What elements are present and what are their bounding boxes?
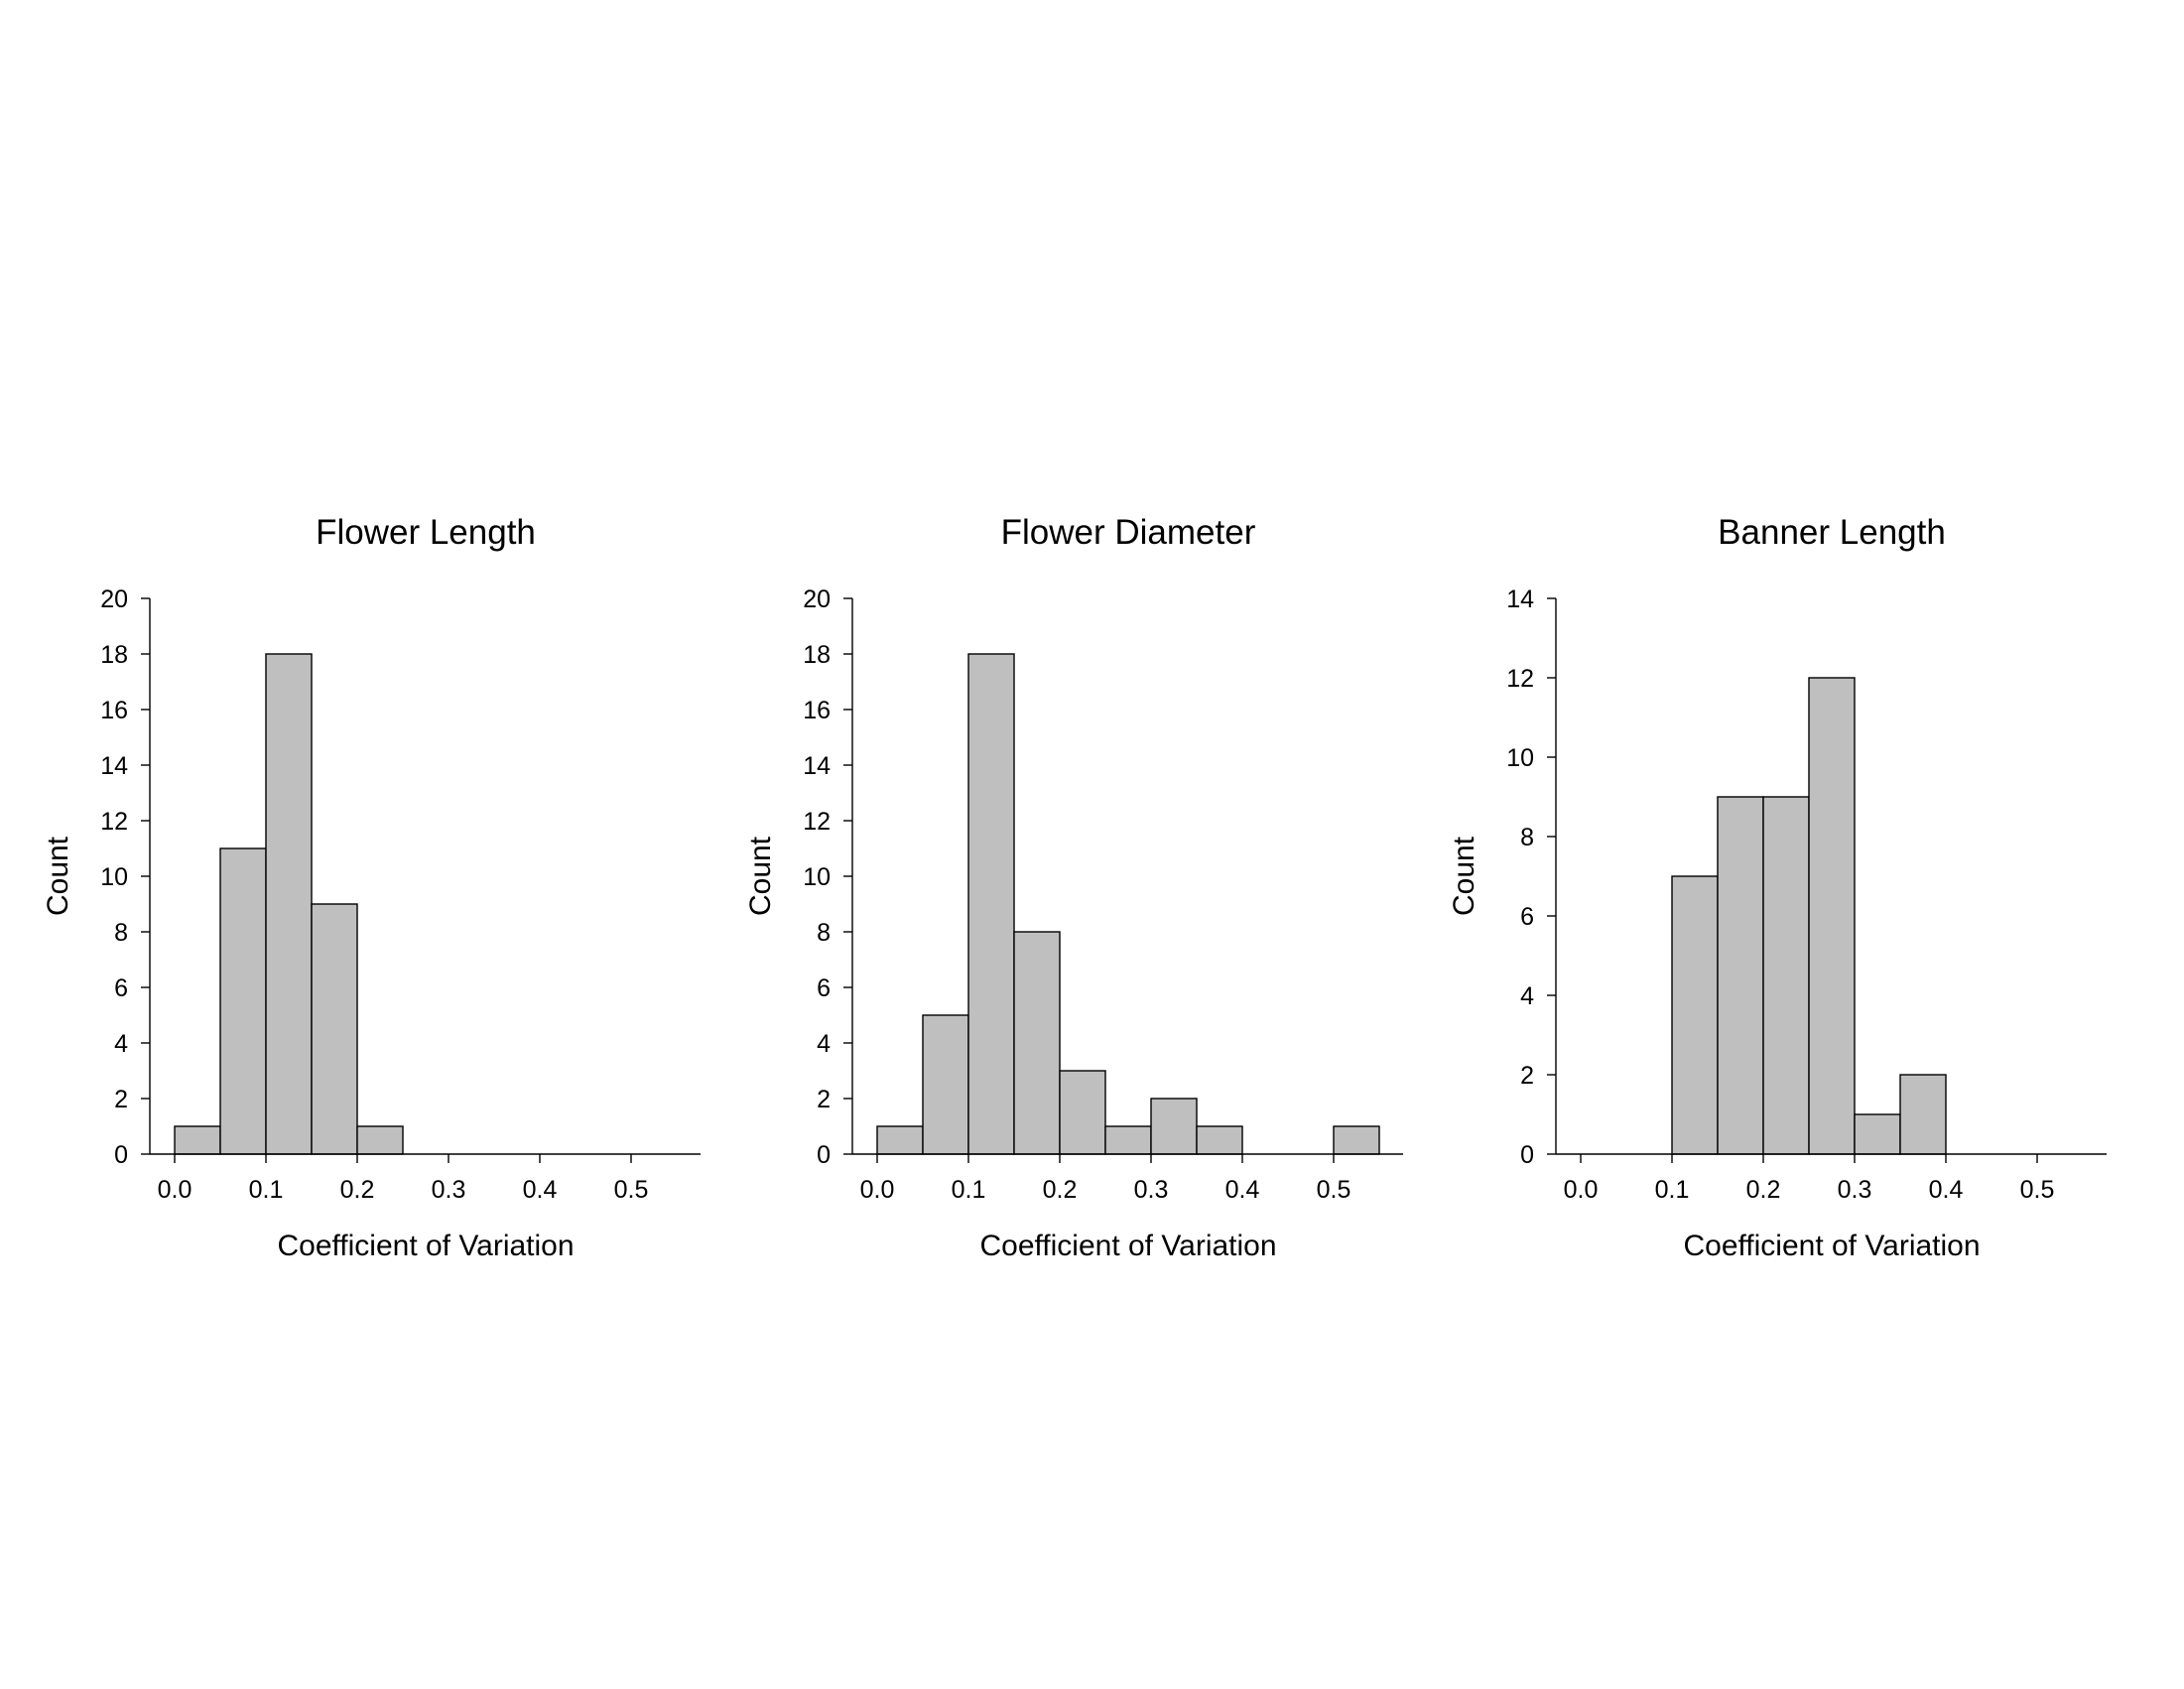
y-tick-label: 16 [100, 697, 128, 724]
x-tick-label: 0.4 [1225, 1176, 1260, 1204]
y-tick-label: 8 [817, 919, 831, 947]
histogram-panel-3: Banner Length 0 2 4 6 8 10 12 14 0.0 0.1 0.2 0.3 0.4 0… [1448, 513, 2107, 1262]
y-tick-label: 0 [114, 1141, 128, 1169]
x-axis-label: Coefficient of Variation [979, 1230, 1276, 1262]
histogram-bar [1059, 1070, 1106, 1155]
histogram-bar [1013, 931, 1061, 1155]
x-tick-label: 0.2 [340, 1176, 375, 1204]
y-tick-label: 18 [803, 641, 831, 669]
y-tick-label: 10 [803, 863, 831, 891]
y-tick-label: 12 [100, 808, 128, 836]
x-tick-label: 0.2 [1746, 1176, 1781, 1204]
histogram-bar [1762, 796, 1810, 1155]
x-tick-label: 0.5 [1317, 1176, 1351, 1204]
histogram-bar [219, 847, 267, 1155]
histogram-bar [1196, 1125, 1243, 1155]
x-tick-label: 0.4 [1929, 1176, 1964, 1204]
y-tick-label: 4 [1520, 982, 1534, 1010]
histogram-bar [265, 653, 313, 1155]
y-tick-label: 6 [817, 974, 831, 1002]
y-tick-label: 4 [817, 1030, 831, 1058]
y-tick-label: 20 [803, 585, 831, 613]
histogram-bar [1150, 1098, 1198, 1155]
y-tick-label: 10 [1506, 744, 1534, 772]
y-tick-label: 14 [803, 752, 831, 780]
y-axis-label: Count [744, 836, 777, 916]
x-axis-label: Coefficient of Variation [1683, 1230, 1980, 1262]
x-tick-label: 0.3 [1838, 1176, 1872, 1204]
x-tick-label: 0.0 [158, 1176, 193, 1204]
y-tick-label: 8 [1520, 824, 1534, 851]
chart-title: Flower Length [316, 513, 536, 552]
y-tick-label: 2 [114, 1086, 128, 1113]
y-tick-label: 14 [1506, 585, 1534, 613]
histogram-bar [1333, 1125, 1380, 1155]
histogram-bar [1717, 796, 1764, 1155]
chart-title: Banner Length [1718, 513, 1946, 552]
histogram-bar [967, 653, 1015, 1155]
y-tick-label: 14 [100, 752, 128, 780]
x-tick-label: 0.1 [952, 1176, 986, 1204]
histogram-bar [356, 1125, 404, 1155]
histogram-panel-2: Flower Diameter 0 2 4 6 8 10 12 14 16 18 20 0.0 0.1 0.… [744, 513, 1403, 1262]
y-tick-label: 2 [817, 1086, 831, 1113]
y-tick-label: 0 [817, 1141, 831, 1169]
x-tick-label: 0.1 [1655, 1176, 1690, 1204]
y-tick-label: 16 [803, 697, 831, 724]
y-tick-label: 20 [100, 585, 128, 613]
histogram-bar [1808, 677, 1856, 1155]
y-tick-label: 8 [114, 919, 128, 947]
histogram-bar [922, 1014, 969, 1155]
y-tick-label: 18 [100, 641, 128, 669]
x-tick-label: 0.5 [614, 1176, 649, 1204]
x-tick-label: 0.3 [1134, 1176, 1169, 1204]
x-tick-label: 0.5 [2020, 1176, 2055, 1204]
x-tick-label: 0.0 [1564, 1176, 1599, 1204]
y-axis-label: Count [1448, 836, 1480, 916]
y-tick-label: 12 [1506, 665, 1534, 693]
histogram-bar [174, 1125, 221, 1155]
histogram-bar [1104, 1125, 1152, 1155]
x-tick-label: 0.0 [860, 1176, 895, 1204]
y-tick-label: 12 [803, 808, 831, 836]
y-tick-label: 10 [100, 863, 128, 891]
y-tick-label: 4 [114, 1030, 128, 1058]
histogram-bar [1899, 1074, 1947, 1155]
x-tick-label: 0.3 [432, 1176, 466, 1204]
y-tick-label: 0 [1520, 1141, 1534, 1169]
histogram-panel-1: Flower Length 0 2 4 6 8 10 12 14 16 18 20 0.0 0.1 0.2 0… [42, 513, 701, 1262]
chart-title: Flower Diameter [1001, 513, 1256, 552]
x-tick-label: 0.2 [1043, 1176, 1078, 1204]
x-tick-label: 0.4 [523, 1176, 558, 1204]
y-tick-label: 2 [1520, 1062, 1534, 1090]
histogram-bar [311, 903, 358, 1155]
y-axis-label: Count [42, 836, 74, 916]
histogram-bar [1671, 875, 1719, 1155]
histogram-bar [876, 1125, 924, 1155]
x-tick-label: 0.1 [249, 1176, 284, 1204]
histogram-bar [1854, 1113, 1901, 1155]
y-tick-label: 6 [1520, 903, 1534, 931]
x-axis-label: Coefficient of Variation [277, 1230, 574, 1262]
y-tick-label: 6 [114, 974, 128, 1002]
